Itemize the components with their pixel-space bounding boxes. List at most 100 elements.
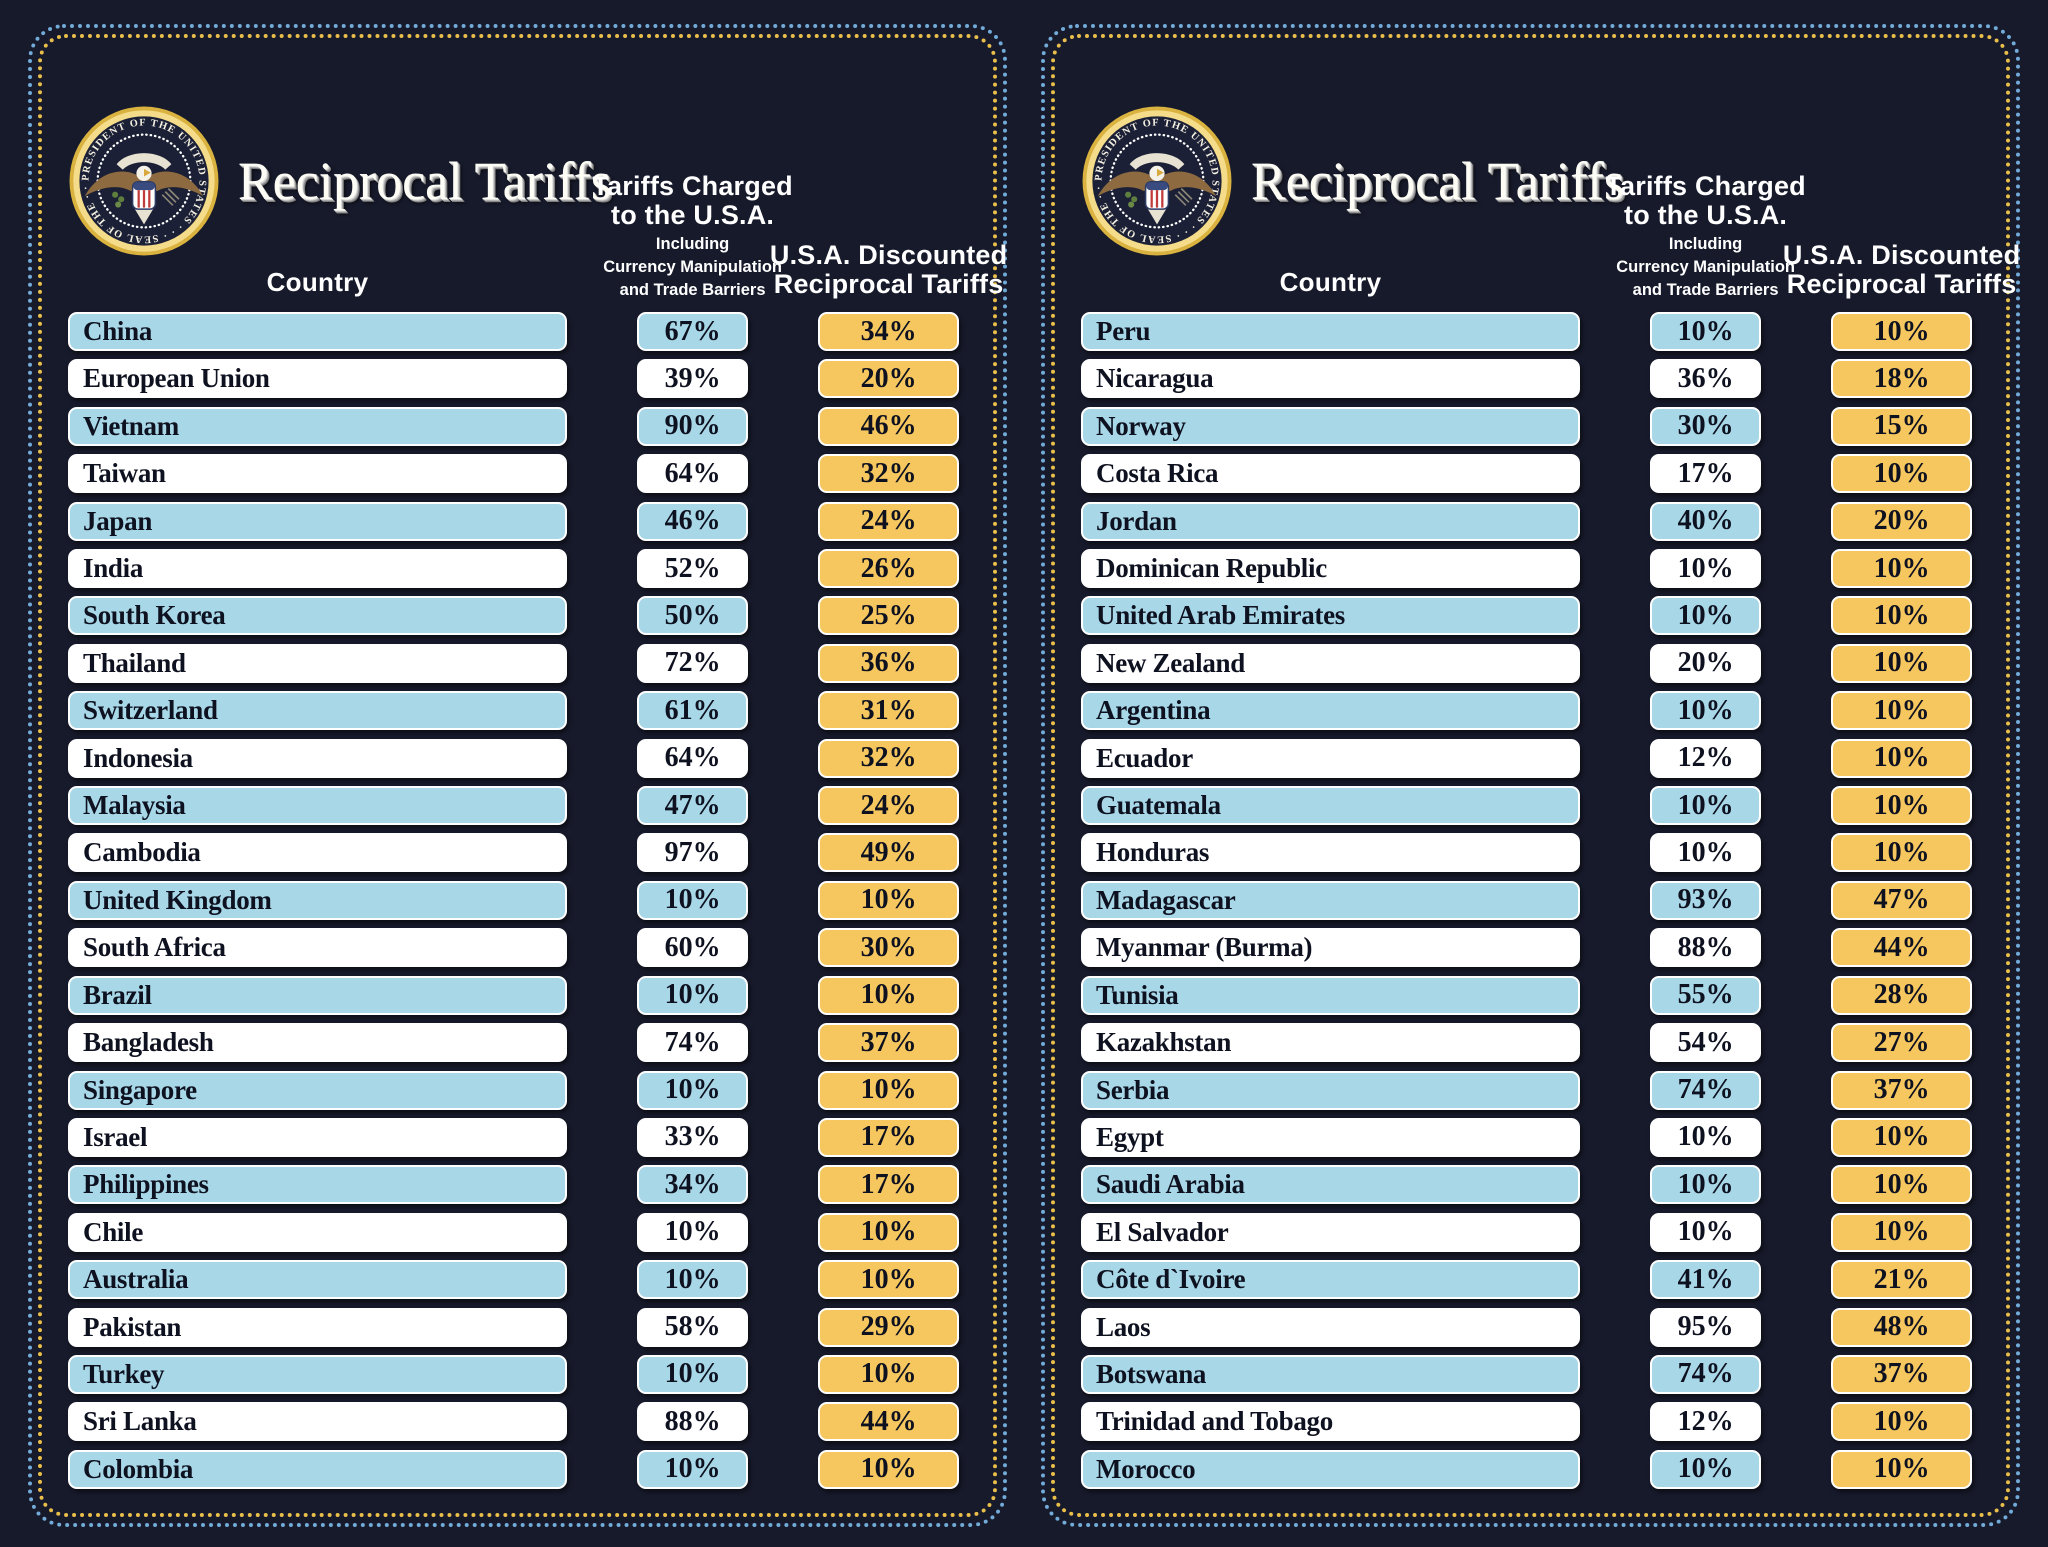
discounted-tariff-cell: 10% bbox=[1831, 1165, 1972, 1205]
discounted-tariff-cell: 10% bbox=[1831, 643, 1972, 683]
country-cell: Jordan bbox=[1081, 501, 1580, 541]
country-cell: United Kingdom bbox=[68, 880, 567, 920]
page-title: Reciprocal Tariffs bbox=[1251, 151, 1625, 211]
charged-tariff-cell: 20% bbox=[1649, 643, 1762, 683]
charged-tariff-cell: 36% bbox=[1649, 359, 1762, 399]
discounted-tariff-cell: 18% bbox=[1831, 359, 1972, 399]
country-cell: El Salvador bbox=[1081, 1212, 1580, 1252]
table-row: New Zealand 20% 10% bbox=[1081, 643, 1972, 683]
discounted-tariff-cell: 25% bbox=[818, 596, 959, 636]
discounted-tariff-cell: 10% bbox=[1831, 312, 1972, 351]
charged-tariff-cell: 41% bbox=[1649, 1260, 1762, 1300]
charged-tariff-cell: 88% bbox=[636, 1402, 749, 1442]
table-row: Peru 10% 10% bbox=[1081, 312, 1972, 351]
discounted-tariff-cell: 10% bbox=[818, 1070, 959, 1110]
country-cell: United Arab Emirates bbox=[1081, 596, 1580, 636]
charged-tariff-cell: 88% bbox=[1649, 928, 1762, 968]
country-cell: Indonesia bbox=[68, 738, 567, 778]
country-cell: Tunisia bbox=[1081, 975, 1580, 1015]
charged-tariff-cell: 10% bbox=[1649, 549, 1762, 589]
discounted-tariff-cell: 30% bbox=[818, 928, 959, 968]
discounted-tariff-cell: 37% bbox=[1831, 1354, 1972, 1394]
column-header-discounted-cell: U.S.A. Discounted Reciprocal Tariffs bbox=[1783, 52, 2020, 302]
discounted-tariff-cell: 21% bbox=[1831, 1260, 1972, 1300]
charged-tariff-cell: 46% bbox=[636, 501, 749, 541]
country-cell: Australia bbox=[68, 1260, 567, 1300]
discounted-tariff-cell: 17% bbox=[818, 1165, 959, 1205]
discounted-tariff-cell: 10% bbox=[1831, 1449, 1972, 1489]
column-header-country: Country bbox=[266, 267, 369, 297]
discounted-tariff-cell: 10% bbox=[1831, 1402, 1972, 1442]
country-cell: Argentina bbox=[1081, 691, 1580, 731]
table-row: United Arab Emirates 10% 10% bbox=[1081, 596, 1972, 636]
charged-header-sub1: Including bbox=[655, 235, 730, 254]
table-row: Thailand 72% 36% bbox=[68, 643, 959, 683]
country-cell: Thailand bbox=[68, 643, 567, 683]
discounted-tariff-cell: 37% bbox=[1831, 1070, 1972, 1110]
charged-header-sub1: Including bbox=[1668, 235, 1743, 254]
country-cell: Turkey bbox=[68, 1354, 567, 1394]
charged-tariff-cell: 90% bbox=[636, 406, 749, 446]
table-row: Botswana 74% 37% bbox=[1081, 1354, 1972, 1394]
charged-tariff-cell: 10% bbox=[636, 1212, 749, 1252]
charged-tariff-cell: 33% bbox=[636, 1117, 749, 1157]
column-header-charged-cell: Tariffs Charged to the U.S.A. Including … bbox=[1605, 52, 1805, 302]
discounted-tariff-cell: 46% bbox=[818, 406, 959, 446]
country-cell: European Union bbox=[68, 359, 567, 399]
table-row: Guatemala 10% 10% bbox=[1081, 786, 1972, 826]
discounted-tariff-cell: 15% bbox=[1831, 406, 1972, 446]
charged-tariff-cell: 10% bbox=[1649, 1117, 1762, 1157]
discounted-tariff-cell: 44% bbox=[818, 1402, 959, 1442]
tariff-panel-left: PRESIDENT OF THE UNITED STATES · · · SEA… bbox=[28, 24, 1007, 1527]
country-cell: Honduras bbox=[1081, 833, 1580, 873]
table-row: Israel 33% 17% bbox=[68, 1117, 959, 1157]
table-row: Argentina 10% 10% bbox=[1081, 691, 1972, 731]
discounted-tariff-cell: 48% bbox=[1831, 1307, 1972, 1347]
country-cell: Madagascar bbox=[1081, 880, 1580, 920]
table-row: Pakistan 58% 29% bbox=[68, 1307, 959, 1347]
discounted-header-line2: Reciprocal Tariffs bbox=[773, 269, 1004, 300]
discounted-tariff-cell: 37% bbox=[818, 1023, 959, 1063]
discounted-tariff-cell: 10% bbox=[818, 975, 959, 1015]
column-header-charged-cell: Tariffs Charged to the U.S.A. Including … bbox=[592, 52, 792, 302]
brand-row: PRESIDENT OF THE UNITED STATES · · · SEA… bbox=[68, 105, 611, 257]
country-cell: Switzerland bbox=[68, 691, 567, 731]
discounted-tariff-cell: 10% bbox=[818, 1212, 959, 1252]
country-cell: Pakistan bbox=[68, 1307, 567, 1347]
discounted-tariff-cell: 28% bbox=[1831, 975, 1972, 1015]
discounted-tariff-cell: 32% bbox=[818, 454, 959, 494]
country-cell: Taiwan bbox=[68, 454, 567, 494]
discounted-tariff-cell: 10% bbox=[1831, 454, 1972, 494]
charged-tariff-cell: 52% bbox=[636, 549, 749, 589]
discounted-tariff-cell: 10% bbox=[1831, 1212, 1972, 1252]
discounted-tariff-cell: 29% bbox=[818, 1307, 959, 1347]
table-row: South Korea 50% 25% bbox=[68, 596, 959, 636]
country-cell: Morocco bbox=[1081, 1449, 1580, 1489]
tariff-panel-left-inner: PRESIDENT OF THE UNITED STATES · · · SEA… bbox=[38, 34, 1007, 1517]
charged-header-line1: Tariffs Charged bbox=[592, 170, 793, 201]
charged-tariff-cell: 10% bbox=[636, 1449, 749, 1489]
country-cell: Brazil bbox=[68, 975, 567, 1015]
discounted-tariff-cell: 10% bbox=[1831, 596, 1972, 636]
country-cell: Norway bbox=[1081, 406, 1580, 446]
charged-header-sub2: Currency Manipulation bbox=[1616, 258, 1795, 277]
discounted-tariff-cell: 10% bbox=[818, 880, 959, 920]
country-cell: Côte d`Ivoire bbox=[1081, 1260, 1580, 1300]
country-cell: Serbia bbox=[1081, 1070, 1580, 1110]
charged-tariff-cell: 10% bbox=[636, 1354, 749, 1394]
table-row: Côte d`Ivoire 41% 21% bbox=[1081, 1260, 1972, 1300]
charged-header-sub3: and Trade Barriers bbox=[619, 281, 766, 300]
discounted-header-line1: U.S.A. Discounted bbox=[1782, 239, 2021, 270]
discounted-tariff-cell: 10% bbox=[1831, 833, 1972, 873]
table-row: Dominican Republic 10% 10% bbox=[1081, 549, 1972, 589]
table-row: Switzerland 61% 31% bbox=[68, 691, 959, 731]
table-row: Turkey 10% 10% bbox=[68, 1354, 959, 1394]
table-row: Serbia 74% 37% bbox=[1081, 1070, 1972, 1110]
charged-tariff-cell: 10% bbox=[1649, 691, 1762, 731]
eagle-emblem bbox=[84, 153, 204, 225]
charged-tariff-cell: 74% bbox=[1649, 1070, 1762, 1110]
charged-header-line2: to the U.S.A. bbox=[611, 200, 775, 231]
charged-tariff-cell: 74% bbox=[1649, 1354, 1762, 1394]
charged-tariff-cell: 60% bbox=[636, 928, 749, 968]
table-row: Tunisia 55% 28% bbox=[1081, 975, 1972, 1015]
